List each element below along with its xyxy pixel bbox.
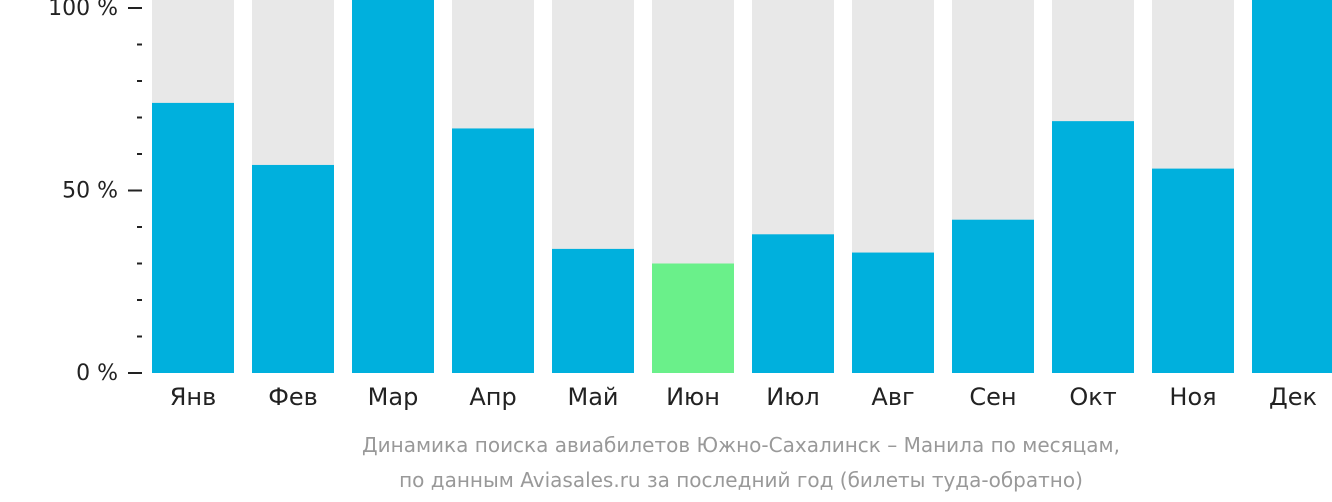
- chart-caption-line-2: по данным Aviasales.ru за последний год …: [399, 468, 1083, 492]
- x-tick-label-month-1: Янв: [170, 383, 217, 411]
- x-tick-label-month-9: Сен: [969, 383, 1016, 411]
- bar-month-3: [352, 0, 434, 373]
- x-tick-label-month-10: Окт: [1069, 383, 1116, 411]
- bar-month-5: [552, 248, 634, 373]
- x-tick-label-month-8: Авг: [871, 383, 914, 411]
- bar-month-6: [652, 263, 734, 373]
- bar-month-11: [1152, 168, 1234, 373]
- x-tick-label-month-3: Мар: [368, 383, 419, 411]
- bars: [152, 0, 1332, 374]
- bar-month-2: [252, 164, 334, 373]
- bar-month-7: [752, 234, 834, 373]
- bar-month-4: [452, 128, 534, 373]
- x-tick-label-month-5: Май: [567, 383, 618, 411]
- x-tick-label-month-2: Фев: [268, 383, 318, 411]
- y-tick-label-100: 100 %: [48, 0, 118, 21]
- bar-month-8: [852, 252, 934, 373]
- x-axis-labels: Янв Фев Мар Апр Май Июн Июл Авг Сен Окт Ноя Дек: [170, 383, 1317, 411]
- y-tick-label-0: 0 %: [76, 361, 118, 386]
- x-tick-label-month-4: Апр: [469, 383, 516, 411]
- y-axis: 0 % 50 % 100 %: [48, 0, 142, 386]
- bar-month-10: [1052, 121, 1134, 374]
- y-tick-label-50: 50 %: [62, 179, 118, 204]
- x-tick-label-month-12: Дек: [1269, 383, 1317, 411]
- x-tick-label-month-11: Ноя: [1169, 383, 1216, 411]
- bar-month-12: [1252, 0, 1332, 373]
- chart-caption-line-1: Динамика поиска авиабилетов Южно-Сахалин…: [362, 433, 1120, 457]
- x-tick-label-month-7: Июл: [766, 383, 820, 411]
- bar-month-9: [952, 219, 1034, 373]
- x-tick-label-month-6: Июн: [666, 383, 720, 411]
- bar-month-1: [152, 102, 234, 374]
